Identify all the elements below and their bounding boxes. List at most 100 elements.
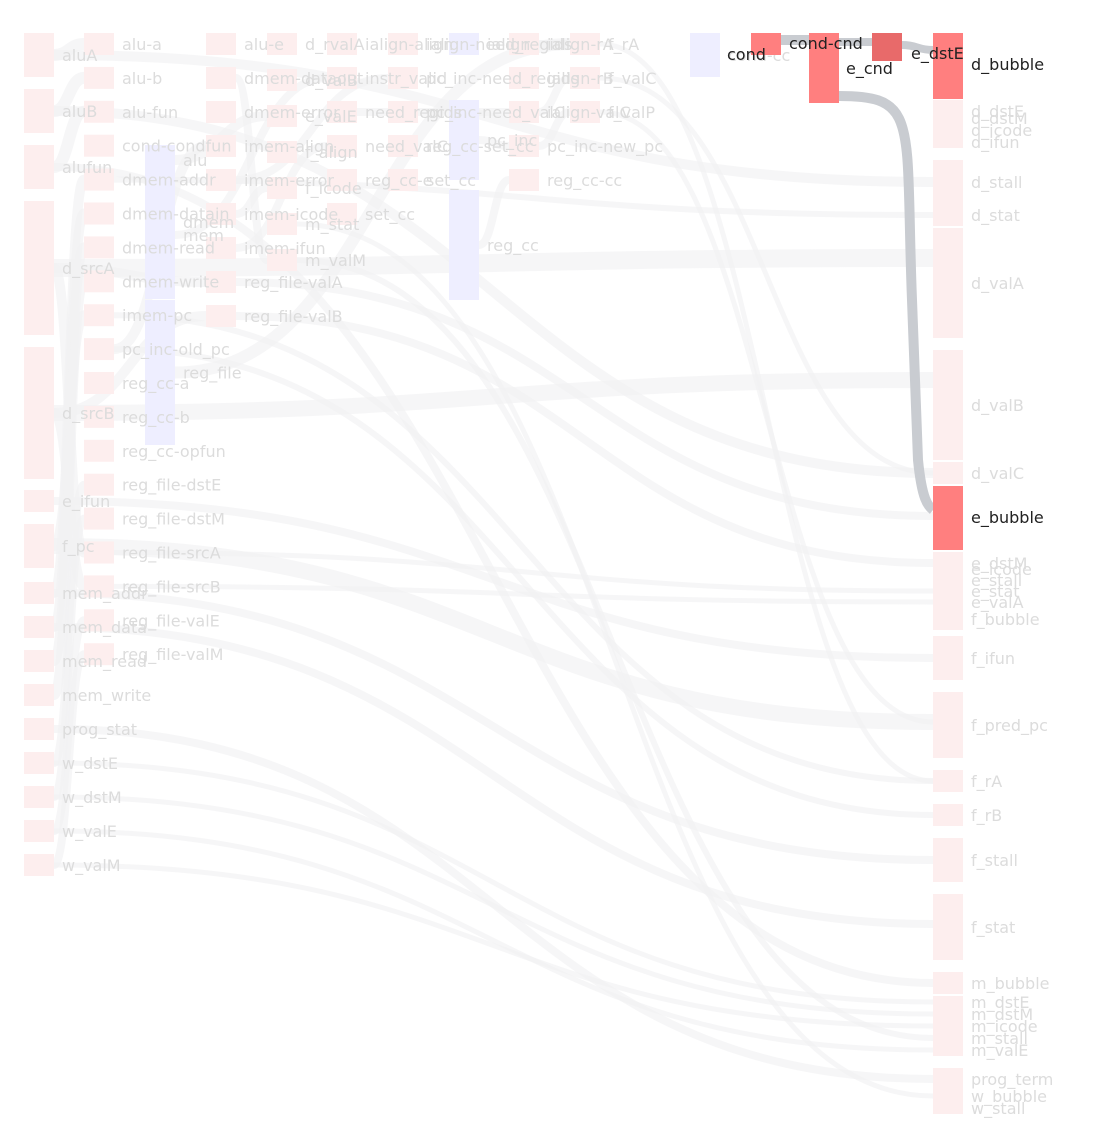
node-w-vale[interactable] — [24, 820, 54, 842]
node-alu-e[interactable] — [206, 33, 236, 55]
node-d-valb[interactable] — [933, 350, 963, 460]
node-alu-a[interactable] — [84, 33, 114, 55]
node-m-valm[interactable] — [267, 249, 297, 271]
node-cond-condfun[interactable] — [84, 134, 114, 157]
node-reg-file-vale[interactable] — [84, 609, 114, 632]
node-f-ra[interactable] — [570, 33, 600, 55]
node-ialign-valc[interactable] — [509, 101, 539, 123]
node-alub[interactable] — [24, 89, 54, 133]
node-reg-file-valm[interactable] — [84, 643, 114, 666]
node-need-regids[interactable] — [327, 101, 357, 123]
node-m-vale[interactable] — [933, 1044, 963, 1056]
node-pc-inc[interactable] — [449, 100, 479, 180]
node-w-dste[interactable] — [24, 752, 54, 774]
node-cond-cnd[interactable] — [809, 33, 839, 103]
node-mem[interactable] — [145, 200, 175, 270]
node-e-icode[interactable] — [933, 563, 963, 575]
node-reg-cc-opfun[interactable] — [84, 439, 114, 462]
node-d-icode[interactable] — [933, 124, 963, 136]
node-ialign-need-regids[interactable] — [388, 33, 418, 55]
node-d-bubble[interactable] — [933, 33, 963, 99]
node-d-dstm[interactable] — [933, 112, 963, 124]
node-ialign-ra[interactable] — [509, 33, 539, 55]
node-reg-file-srcb[interactable] — [84, 575, 114, 598]
node-d-ifun[interactable] — [933, 136, 963, 148]
node-prog-term[interactable] — [933, 1068, 963, 1090]
node-d-valb[interactable] — [267, 69, 297, 91]
node-reg-file-dste[interactable] — [84, 473, 114, 496]
node-prog-stat[interactable] — [24, 718, 54, 740]
node-pc-inc-old-pc[interactable] — [84, 338, 114, 361]
node-f-icode[interactable] — [267, 177, 297, 199]
node-e-stat[interactable] — [933, 585, 963, 597]
node-mem-write[interactable] — [24, 684, 54, 706]
node-pc-inc-need-valc[interactable] — [388, 101, 418, 123]
node-w-stall[interactable] — [933, 1102, 963, 1114]
node-m-icode[interactable] — [933, 1020, 963, 1032]
node-dmem-datain[interactable] — [84, 202, 114, 225]
node-mem-read[interactable] — [24, 650, 54, 672]
node-e-stall[interactable] — [933, 574, 963, 586]
node-imem-align[interactable] — [206, 135, 236, 157]
node-alu-b[interactable] — [84, 66, 114, 89]
node-f-pc[interactable] — [24, 524, 54, 568]
node-d-rvala[interactable] — [267, 33, 297, 55]
node-set-cc[interactable] — [327, 203, 357, 225]
node-w-valm[interactable] — [24, 854, 54, 876]
node-imem-icode[interactable] — [206, 203, 236, 225]
node-pc-inc-need-regids[interactable] — [388, 67, 418, 89]
node-f-ifun[interactable] — [933, 636, 963, 680]
node-w-dstm[interactable] — [24, 786, 54, 808]
node-reg-cc-set-cc[interactable] — [388, 135, 418, 157]
node-reg-cc-e[interactable] — [327, 169, 357, 191]
node-reg-file-dstm[interactable] — [84, 507, 114, 530]
node-e-vala[interactable] — [933, 596, 963, 608]
node-d-stat[interactable] — [933, 204, 963, 226]
node-m-bubble[interactable] — [933, 972, 963, 994]
node-e-vale[interactable] — [267, 105, 297, 127]
node-e-cnd[interactable] — [872, 33, 902, 61]
node-imem-ifun[interactable] — [206, 237, 236, 259]
node-ialign-align[interactable] — [327, 33, 357, 55]
node-need-valc[interactable] — [327, 135, 357, 157]
node-m-dstm[interactable] — [933, 1008, 963, 1020]
node-dmem-dataout[interactable] — [206, 67, 236, 89]
node-d-valc[interactable] — [933, 462, 963, 484]
node-mem-data[interactable] — [24, 616, 54, 638]
node-w-bubble[interactable] — [933, 1090, 963, 1102]
node-d-vala[interactable] — [933, 228, 963, 338]
node-m-dste[interactable] — [933, 996, 963, 1008]
node-mem-addr[interactable] — [24, 582, 54, 604]
node-ialign[interactable] — [449, 33, 479, 55]
node-alua[interactable] — [24, 33, 54, 77]
node-d-srcb[interactable] — [24, 347, 54, 479]
node-pc-inc-new-pc[interactable] — [509, 135, 539, 157]
node-cond[interactable] — [751, 33, 781, 55]
node-imem-error[interactable] — [206, 169, 236, 191]
node-reg-cc-a[interactable] — [84, 372, 114, 394]
node-instr-valid[interactable] — [327, 67, 357, 89]
node-set-cc[interactable] — [388, 169, 418, 191]
node-f-pred-pc[interactable] — [933, 692, 963, 758]
node-cond-cc[interactable] — [690, 33, 720, 77]
node-e-bubble[interactable] — [933, 486, 963, 550]
node-imem-pc[interactable] — [84, 304, 114, 327]
node-f-align[interactable] — [267, 141, 297, 163]
node-reg-file-valb[interactable] — [206, 305, 236, 327]
node-d-srca[interactable] — [24, 201, 54, 335]
node-reg-cc[interactable] — [449, 190, 479, 300]
node-reg-cc-cc[interactable] — [509, 169, 539, 191]
node-m-stat[interactable] — [267, 213, 297, 235]
node-m-stall[interactable] — [933, 1032, 963, 1044]
node-ialign-rb[interactable] — [509, 67, 539, 89]
node-alu-fun[interactable] — [84, 100, 114, 123]
node-f-valp[interactable] — [570, 101, 600, 123]
node-e-ifun[interactable] — [24, 490, 54, 512]
node-alufun[interactable] — [24, 145, 54, 189]
node-reg-file[interactable] — [145, 300, 175, 445]
node-dmem-error[interactable] — [206, 101, 236, 123]
node-dmem-write[interactable] — [84, 270, 114, 293]
node-f-ra[interactable] — [933, 770, 963, 792]
node-dmem-read[interactable] — [84, 236, 114, 259]
node-f-bubble[interactable] — [933, 608, 963, 630]
